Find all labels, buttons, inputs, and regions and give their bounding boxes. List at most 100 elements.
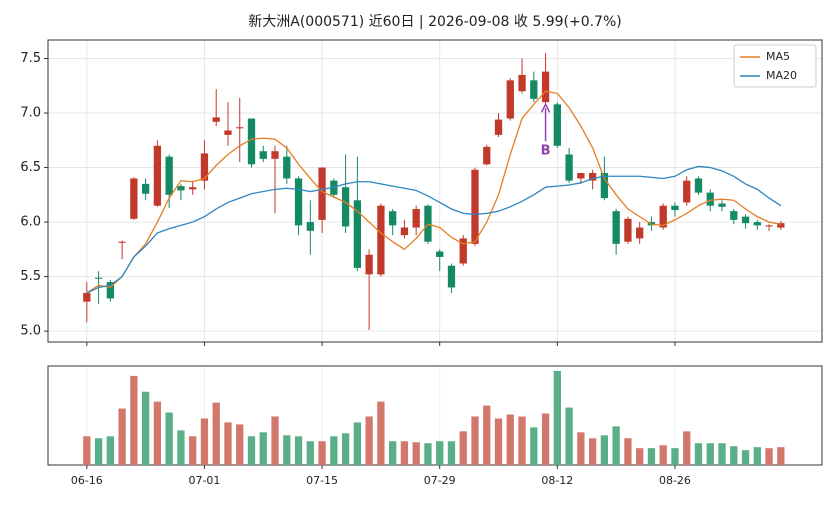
candle-body bbox=[730, 211, 738, 220]
volume-bar bbox=[341, 433, 350, 465]
volume-bar bbox=[577, 432, 585, 465]
plot-frame bbox=[47, 365, 823, 466]
volume-bar bbox=[624, 438, 632, 465]
volume-bar bbox=[118, 408, 126, 465]
x-tick-label: 07-15 bbox=[306, 474, 338, 487]
candle-body bbox=[189, 187, 197, 190]
candle-body bbox=[141, 183, 150, 194]
candle-body bbox=[494, 119, 503, 135]
volume-bar bbox=[389, 441, 397, 465]
candle-body bbox=[530, 80, 538, 99]
chart-title: 新大洲A(000571) 近60日 | 2026-09-08 收 5.99(+0… bbox=[248, 14, 621, 30]
candle-body bbox=[506, 80, 514, 119]
candle-body bbox=[259, 151, 267, 159]
candle-body bbox=[671, 205, 679, 211]
candle-body bbox=[377, 205, 385, 275]
candle-body bbox=[636, 227, 644, 239]
x-tick-label: 08-26 bbox=[659, 474, 691, 487]
volume-bar bbox=[200, 418, 209, 465]
candle-body bbox=[212, 117, 220, 122]
x-tick-label: 07-01 bbox=[188, 474, 220, 487]
candle-body bbox=[471, 169, 479, 244]
candle-body bbox=[236, 127, 244, 129]
candle-body bbox=[94, 277, 103, 279]
x-tick-label: 07-29 bbox=[424, 474, 456, 487]
volume-bar bbox=[259, 432, 267, 465]
candle-body bbox=[271, 151, 279, 159]
x-tick-label: 06-16 bbox=[71, 474, 103, 487]
candle-body bbox=[447, 265, 456, 288]
volume-bar bbox=[683, 431, 691, 465]
candle-body bbox=[765, 225, 773, 227]
candle-body bbox=[412, 208, 420, 228]
volume-bar bbox=[353, 422, 362, 465]
volume-bar bbox=[765, 448, 773, 465]
volume-bar bbox=[330, 436, 338, 465]
y-tick-label: 6.5 bbox=[20, 160, 41, 175]
volume-bar bbox=[741, 450, 750, 465]
volume-bar bbox=[189, 436, 197, 465]
y-tick-label: 7.5 bbox=[20, 51, 41, 66]
candle-body bbox=[106, 282, 114, 299]
volume-bar bbox=[494, 418, 503, 465]
candle-body bbox=[518, 74, 526, 92]
y-tick-label: 5.0 bbox=[20, 324, 41, 339]
candle-body bbox=[83, 292, 91, 302]
candle-body bbox=[694, 178, 703, 193]
volume-bar bbox=[647, 448, 656, 465]
volume-bar bbox=[483, 405, 491, 465]
candle-body bbox=[588, 173, 597, 181]
volume-bar bbox=[283, 435, 291, 465]
candle-body bbox=[353, 200, 362, 268]
volume-bar bbox=[377, 401, 385, 465]
volume-bar bbox=[706, 443, 714, 465]
candle-body bbox=[341, 187, 350, 227]
candle-body bbox=[389, 211, 397, 226]
y-tick-label: 5.5 bbox=[20, 269, 41, 284]
candle-body bbox=[165, 156, 173, 195]
volume-bar bbox=[459, 431, 467, 465]
candle-body bbox=[483, 146, 491, 165]
volume-bar bbox=[553, 370, 561, 465]
volume-bar bbox=[177, 430, 185, 465]
candle-body bbox=[612, 211, 620, 244]
volume-bar bbox=[224, 422, 232, 465]
candle-body bbox=[247, 118, 256, 165]
volume-bar bbox=[141, 391, 150, 465]
candle-body bbox=[177, 186, 185, 191]
volume-bar bbox=[400, 441, 409, 465]
volume-bar bbox=[94, 438, 103, 465]
candle-body bbox=[318, 167, 326, 220]
ma-line bbox=[86, 90, 781, 294]
candle-body bbox=[659, 205, 667, 228]
volume-bar bbox=[612, 426, 620, 465]
candle-body bbox=[624, 218, 632, 242]
volume-bar bbox=[600, 435, 609, 465]
volume-bar bbox=[153, 401, 162, 465]
volume-bar bbox=[165, 412, 173, 465]
volume-bar bbox=[565, 407, 573, 465]
candle-body bbox=[565, 154, 573, 181]
candle-body bbox=[436, 251, 444, 257]
candle-body bbox=[130, 178, 138, 219]
legend-label: MA5 bbox=[766, 50, 790, 63]
candle-body bbox=[541, 71, 550, 103]
volume-bar bbox=[753, 447, 761, 465]
volume-bar bbox=[294, 436, 303, 465]
candle-body bbox=[153, 145, 162, 206]
volume-bar bbox=[271, 416, 279, 465]
volume-bar bbox=[541, 413, 550, 465]
candle-body bbox=[283, 156, 291, 179]
volume-bar bbox=[588, 438, 597, 465]
volume-bar bbox=[247, 436, 256, 465]
volume-bar bbox=[694, 443, 703, 465]
volume-bar bbox=[83, 436, 91, 465]
y-tick-label: 6.0 bbox=[20, 215, 41, 230]
candle-body bbox=[718, 203, 726, 207]
candle-body bbox=[553, 104, 561, 146]
volume-bar bbox=[659, 445, 667, 465]
volume-bar bbox=[130, 375, 138, 465]
candle-body bbox=[777, 223, 785, 228]
legend-label: MA20 bbox=[766, 69, 797, 82]
